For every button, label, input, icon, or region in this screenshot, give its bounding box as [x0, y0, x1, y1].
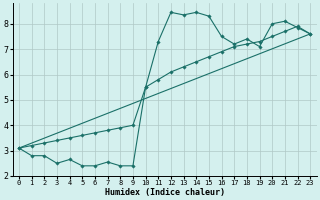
X-axis label: Humidex (Indice chaleur): Humidex (Indice chaleur) — [105, 188, 225, 197]
